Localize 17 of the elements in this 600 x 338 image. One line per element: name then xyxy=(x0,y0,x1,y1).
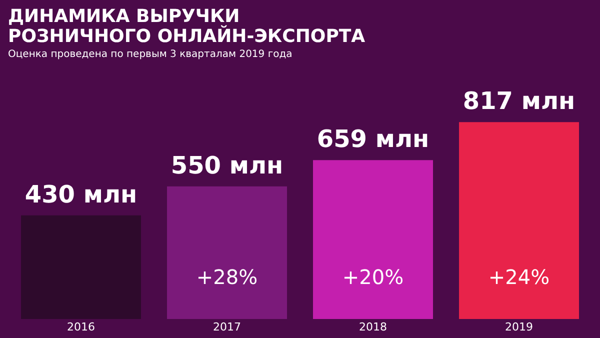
data-label: 550 млн xyxy=(170,151,284,180)
bar xyxy=(167,186,287,319)
annotation: +20% xyxy=(342,265,404,289)
annotation: +28% xyxy=(196,265,258,289)
bar xyxy=(313,160,433,319)
x-tick-label: 2016 xyxy=(67,320,95,334)
data-label: 430 млн xyxy=(24,180,138,208)
chart-subtitle: Оценка проведена по первым 3 кварталам 2019 года xyxy=(8,49,292,60)
annotation: +24% xyxy=(488,265,550,289)
x-tick-label: 2018 xyxy=(359,320,387,334)
x-tick-label: 2017 xyxy=(213,320,241,334)
bar xyxy=(459,122,579,319)
data-label: 659 млн xyxy=(316,125,430,154)
chart-title: ДИНАМИКА ВЫРУЧКИ РОЗНИЧНОГО ОНЛАЙН-ЭКСПОРТА xyxy=(8,6,366,47)
data-label: 817 млн xyxy=(462,87,576,116)
bar xyxy=(21,215,141,319)
x-tick-label: 2019 xyxy=(505,320,533,334)
